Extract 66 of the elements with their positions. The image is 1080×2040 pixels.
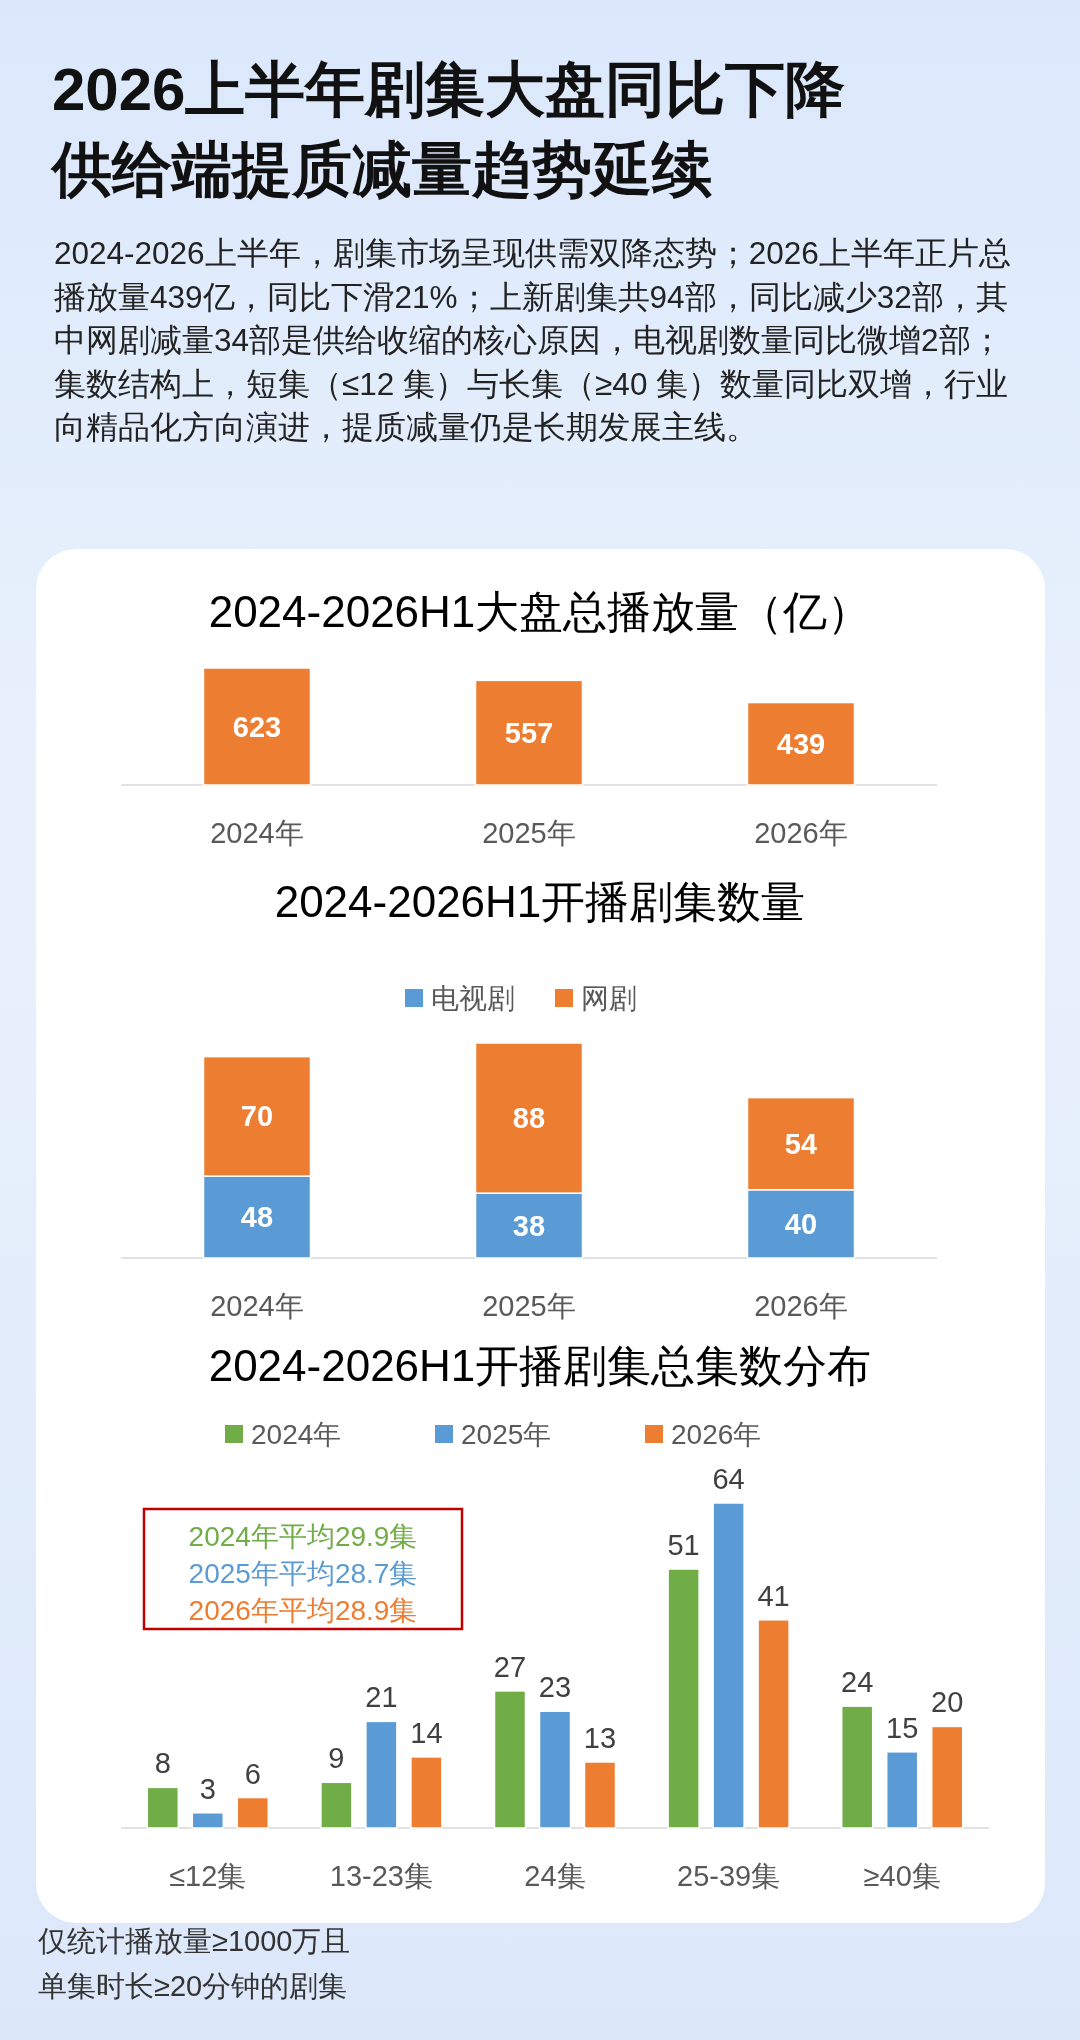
text: 2026上半年剧集大盘同比下降: [52, 55, 846, 125]
x-tick-label: 24集: [524, 1860, 586, 1892]
data-label: 23: [538, 1671, 572, 1704]
chart-title: 2024-2026H1开播剧集总集数分布: [208, 1341, 872, 1390]
bar: [493, 1690, 527, 1829]
data-label: 88: [512, 1102, 546, 1135]
bar: [191, 1812, 225, 1829]
data-label: 3: [199, 1772, 216, 1805]
data-label: 9: [328, 1742, 345, 1775]
legend-label: 电视剧: [431, 983, 515, 1014]
data-label: 21: [365, 1681, 398, 1714]
text: 2024-2026上半年，剧集市场呈现供需双降态势；2026上半年正片总播放量439亿，同比下滑21%；上新剧集共94部，同比减少32部，其中网剧减量34部是供给收缩的核心原因，电视剧数量同比微增2部；集数结构上，短集（≤12 集）与长集（≥40 集）数量同比双增，行业向精品化方向演进，提质减量仍是长期发展主线。: [54, 234, 1012, 447]
data-label: 14: [410, 1716, 443, 1749]
data-label: 557: [504, 716, 554, 749]
x-tick-label: 2024年: [210, 817, 304, 849]
x-tick-label: ≤12集: [169, 1860, 247, 1892]
data-label: 40: [784, 1207, 818, 1240]
text: 仅统计播放量≥1000万且: [38, 1924, 351, 1959]
x-tick-label: 2025年: [482, 817, 576, 849]
bar: [236, 1796, 270, 1829]
x-tick-label: ≥40集: [863, 1860, 941, 1892]
bar: [538, 1710, 572, 1829]
x-tick-label: 2026年: [754, 817, 848, 849]
bar: [365, 1720, 398, 1829]
data-label: 439: [776, 727, 826, 760]
legend-label: 2025年: [461, 1419, 552, 1450]
chart-title: 2024-2026H1开播剧集数量: [274, 877, 806, 926]
chart-title: 2024-2026H1大盘总播放量（亿）: [208, 587, 872, 636]
data-label: 41: [757, 1579, 790, 1612]
annotation: 2025年平均28.7集: [188, 1558, 418, 1589]
bar: [410, 1756, 443, 1829]
bar: [320, 1781, 353, 1829]
bar: [146, 1786, 180, 1829]
data-label: 623: [232, 710, 282, 743]
annotation: 2024年平均29.9集: [188, 1521, 418, 1552]
bar: [712, 1502, 745, 1829]
data-label: 27: [493, 1650, 527, 1683]
data-label: 13: [583, 1721, 617, 1754]
data-label: 20: [931, 1686, 964, 1719]
text: 供给端提质减量趋势延续: [52, 135, 712, 205]
data-label: 54: [784, 1127, 818, 1160]
bar: [885, 1751, 919, 1829]
x-tick-label: 2024年: [210, 1290, 304, 1322]
data-label: 51: [667, 1529, 700, 1562]
data-label: 6: [244, 1757, 261, 1790]
x-tick-label: 2025年: [482, 1290, 576, 1322]
text: 单集时长≥20分钟的剧集: [38, 1969, 348, 2004]
x-tick-label: 25-39集: [677, 1860, 781, 1892]
data-label: 64: [712, 1463, 745, 1495]
legend-label: 2024年: [251, 1419, 342, 1450]
data-label: 8: [154, 1747, 171, 1780]
legend-label: 2026年: [671, 1419, 762, 1450]
bar: [840, 1705, 874, 1829]
data-label: 24: [841, 1666, 874, 1699]
annotation: 2026年平均28.9集: [188, 1595, 418, 1626]
x-tick-label: 2026年: [754, 1290, 848, 1322]
bar: [667, 1568, 700, 1829]
bar: [583, 1761, 617, 1829]
data-label: 38: [512, 1209, 546, 1242]
bar: [930, 1725, 964, 1829]
bar: [757, 1619, 790, 1829]
legend-label: 网剧: [581, 983, 637, 1014]
data-label: 70: [240, 1100, 274, 1133]
data-label: 15: [886, 1711, 919, 1744]
data-label: 48: [240, 1201, 274, 1234]
x-tick-label: 13-23集: [329, 1860, 433, 1892]
